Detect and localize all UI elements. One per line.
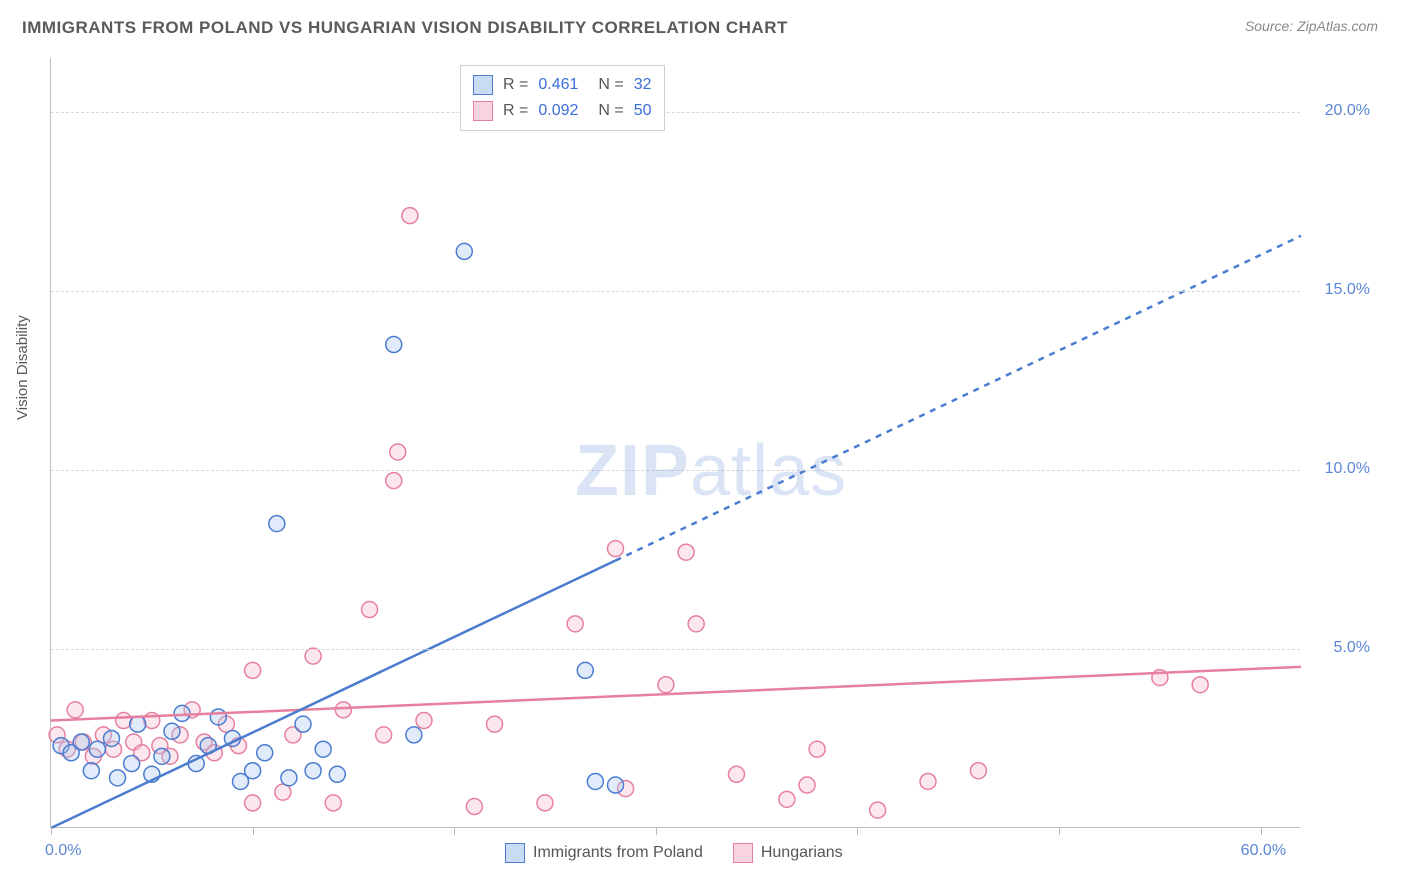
data-point	[245, 662, 261, 678]
data-point	[154, 748, 170, 764]
y-tick-label: 5.0%	[1334, 639, 1370, 657]
data-point	[305, 648, 321, 664]
data-point	[608, 777, 624, 793]
data-point	[335, 702, 351, 718]
data-point	[83, 763, 99, 779]
data-point	[608, 541, 624, 557]
data-point	[970, 763, 986, 779]
data-point	[210, 709, 226, 725]
swatch-blue	[505, 843, 525, 863]
data-point	[257, 745, 273, 761]
stat-label-n: N =	[598, 76, 623, 94]
data-point	[577, 662, 593, 678]
trend-line-dashed	[616, 236, 1301, 561]
data-point	[305, 763, 321, 779]
series-legend: Immigrants from Poland Hungarians	[505, 843, 843, 863]
trend-line-solid	[51, 667, 1301, 721]
plot-area: 5.0%10.0%15.0%20.0%0.0%60.0%	[50, 58, 1300, 828]
data-point	[587, 773, 603, 789]
y-tick-label: 10.0%	[1325, 460, 1370, 478]
data-point	[809, 741, 825, 757]
data-point	[315, 741, 331, 757]
data-point	[89, 741, 105, 757]
x-tick-label: 0.0%	[45, 842, 81, 860]
legend-label-0: Immigrants from Poland	[533, 844, 703, 862]
gridline	[51, 470, 1300, 471]
stat-n-0: 32	[634, 76, 652, 94]
data-point	[799, 777, 815, 793]
data-point	[164, 723, 180, 739]
x-tick	[656, 827, 657, 835]
y-axis-label: Vision Disability	[14, 315, 31, 420]
data-point	[466, 799, 482, 815]
data-point	[487, 716, 503, 732]
x-tick	[253, 827, 254, 835]
data-point	[329, 766, 345, 782]
data-point	[1192, 677, 1208, 693]
gridline	[51, 649, 1300, 650]
swatch-pink	[733, 843, 753, 863]
data-point	[416, 713, 432, 729]
legend-item-0: Immigrants from Poland	[505, 843, 703, 863]
x-tick	[857, 827, 858, 835]
data-point	[130, 716, 146, 732]
data-point	[295, 716, 311, 732]
data-point	[456, 243, 472, 259]
source-attribution: Source: ZipAtlas.com	[1245, 18, 1378, 34]
data-point	[567, 616, 583, 632]
chart-svg	[51, 58, 1300, 827]
data-point	[103, 730, 119, 746]
legend-item-1: Hungarians	[733, 843, 843, 863]
stat-r-1: 0.092	[538, 102, 578, 120]
x-tick	[1261, 827, 1262, 835]
data-point	[67, 702, 83, 718]
chart-title: IMMIGRANTS FROM POLAND VS HUNGARIAN VISI…	[22, 18, 788, 38]
data-point	[728, 766, 744, 782]
data-point	[678, 544, 694, 560]
data-point	[537, 795, 553, 811]
data-point	[325, 795, 341, 811]
stat-r-0: 0.461	[538, 76, 578, 94]
data-point	[920, 773, 936, 789]
swatch-blue	[473, 75, 493, 95]
stat-label-r: R =	[503, 102, 528, 120]
x-tick-label: 60.0%	[1241, 842, 1286, 860]
x-tick	[454, 827, 455, 835]
gridline	[51, 291, 1300, 292]
swatch-pink	[473, 101, 493, 121]
stat-label-n: N =	[598, 102, 623, 120]
data-point	[870, 802, 886, 818]
data-point	[245, 795, 261, 811]
x-tick	[51, 827, 52, 835]
data-point	[281, 770, 297, 786]
data-point	[376, 727, 392, 743]
data-point	[245, 763, 261, 779]
gridline	[51, 112, 1300, 113]
stats-row-series-1: R = 0.092 N = 50	[473, 98, 652, 124]
data-point	[779, 791, 795, 807]
data-point	[390, 444, 406, 460]
stats-legend: R = 0.461 N = 32 R = 0.092 N = 50	[460, 65, 665, 131]
x-tick	[1059, 827, 1060, 835]
data-point	[688, 616, 704, 632]
trend-line-solid	[51, 561, 616, 828]
data-point	[386, 337, 402, 353]
data-point	[269, 516, 285, 532]
y-tick-label: 15.0%	[1325, 281, 1370, 299]
stats-row-series-0: R = 0.461 N = 32	[473, 72, 652, 98]
data-point	[174, 705, 190, 721]
data-point	[362, 602, 378, 618]
data-point	[110, 770, 126, 786]
stat-n-1: 50	[634, 102, 652, 120]
data-point	[406, 727, 422, 743]
stat-label-r: R =	[503, 76, 528, 94]
data-point	[402, 208, 418, 224]
legend-label-1: Hungarians	[761, 844, 843, 862]
y-tick-label: 20.0%	[1325, 102, 1370, 120]
data-point	[124, 756, 140, 772]
data-point	[658, 677, 674, 693]
data-point	[386, 473, 402, 489]
data-point	[73, 734, 89, 750]
